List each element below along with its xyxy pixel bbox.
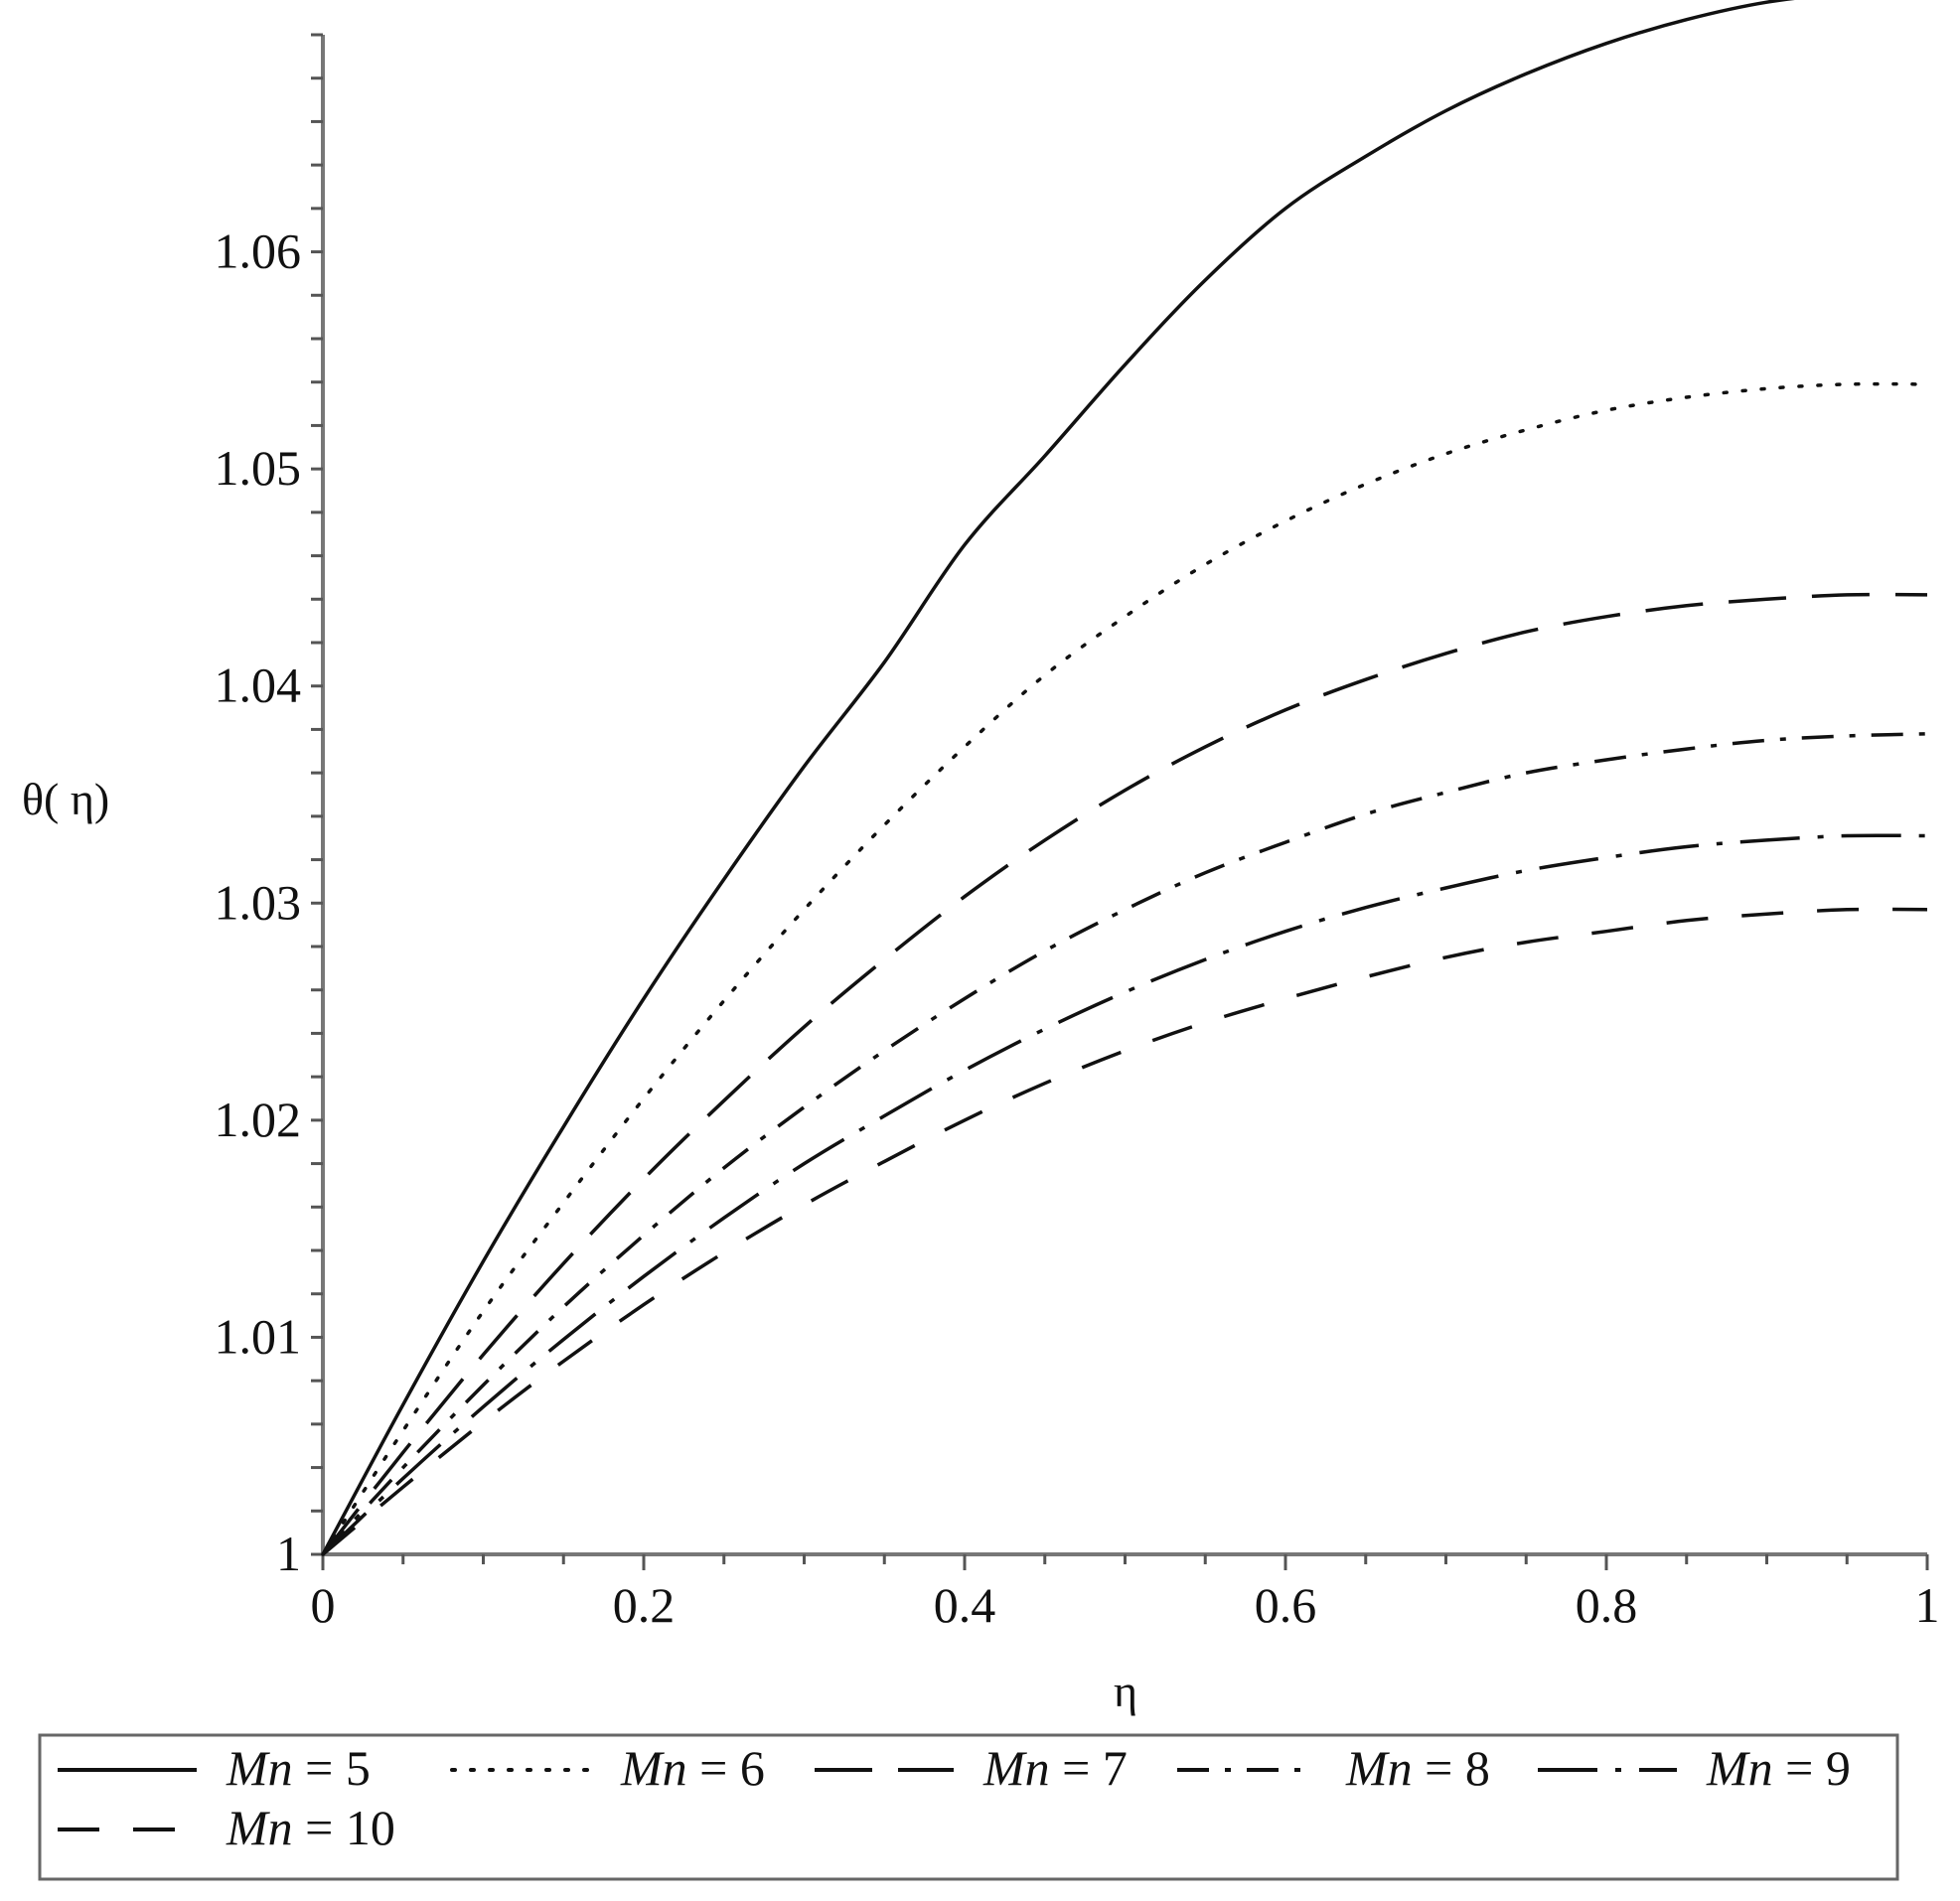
legend-frame [38, 1733, 1899, 1881]
y-tick-label: 1.01 [215, 1308, 302, 1364]
x-tick-label: 0.8 [1576, 1577, 1638, 1633]
legend-label: Mn = 8 [1345, 1740, 1490, 1796]
legend: Mn = 5 Mn = 6 Mn = 7 Mn = 8 Mn = 9 Mn = 10 [38, 1733, 1899, 1881]
y-tick-label: 1.06 [215, 223, 302, 279]
x-tick-label: 0 [311, 1577, 336, 1633]
series-line-mn-10 [321, 907, 1928, 1556]
y-tick-label: 1.03 [215, 874, 302, 930]
legend-label: Mn = 7 [982, 1740, 1128, 1796]
x-tick-label: 0.2 [613, 1577, 676, 1633]
legend-label: Mn = 9 [1706, 1740, 1851, 1796]
x-tick-label: 1 [1915, 1577, 1940, 1633]
y-tick-label: 1.02 [215, 1092, 302, 1147]
series-line-mn-8 [321, 732, 1928, 1556]
y-axis-label: θ( η) [22, 774, 109, 824]
legend-label: Mn = 5 [226, 1740, 371, 1796]
y-tick-label: 1.05 [215, 440, 302, 496]
x-tick-label: 0.4 [934, 1577, 996, 1633]
series-line-mn-7 [321, 592, 1928, 1556]
y-tick-label: 1 [276, 1526, 301, 1581]
legend-label: Mn = 6 [620, 1740, 765, 1796]
series-line-mn-6 [321, 381, 1929, 1556]
legend-label: Mn = 10 [226, 1800, 395, 1855]
x-tick-label: 0.6 [1255, 1577, 1317, 1633]
x-axis-label: η [1114, 1666, 1137, 1716]
y-tick-label: 1.04 [215, 658, 302, 713]
axes: 1 1.01 1.02 1.03 1.04 1.05 1.06 0 0.2 0.4 0.6 0.8 1 [215, 33, 1940, 1633]
series-line-mn-9 [321, 833, 1928, 1556]
series-line-mn-5 [321, 0, 1795, 1555]
curves [321, 0, 1929, 1556]
